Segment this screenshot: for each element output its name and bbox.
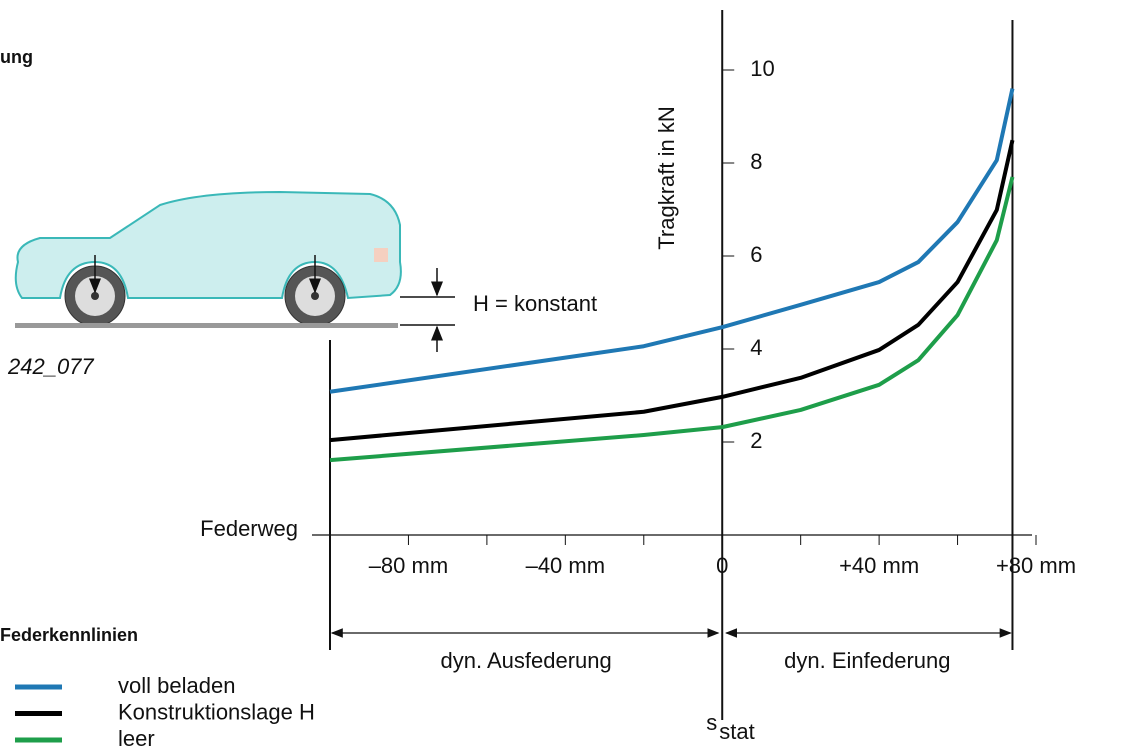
x-tick-label: –80 mm	[369, 553, 448, 578]
range-label: dyn. Einfederung	[784, 648, 950, 673]
x-tick-label: –40 mm	[526, 553, 605, 578]
y-tick-label: 4	[750, 335, 762, 360]
y-tick-label: 2	[750, 428, 762, 453]
legend-title: Federkennlinien	[0, 625, 138, 645]
s-subscript: stat	[719, 719, 754, 744]
y-tick-label: 6	[750, 242, 762, 267]
legend-label: Konstruktionslage H	[118, 699, 315, 724]
range-label: dyn. Ausfederung	[440, 648, 611, 673]
data-line	[329, 139, 1015, 443]
y-tick-label: 8	[750, 149, 762, 174]
figure-id: 242_077	[7, 354, 94, 379]
x-axis-label: Federweg	[200, 516, 298, 541]
data-line	[329, 176, 1015, 463]
data-line	[329, 88, 1015, 394]
x-tick-label: +40 mm	[839, 553, 919, 578]
annotation: H = konstant	[473, 291, 597, 316]
title: ung	[0, 47, 33, 67]
y-tick-label: 10	[750, 56, 774, 81]
car-illustration	[14, 190, 455, 352]
y-axis-label: Tragkraft in kN	[654, 106, 679, 249]
legend-label: voll beladen	[118, 673, 235, 698]
x-tick-label: +80 mm	[996, 553, 1076, 578]
x-tick-label: 0	[716, 553, 728, 578]
legend-label: leer	[118, 726, 155, 751]
s-label: s	[706, 710, 717, 735]
